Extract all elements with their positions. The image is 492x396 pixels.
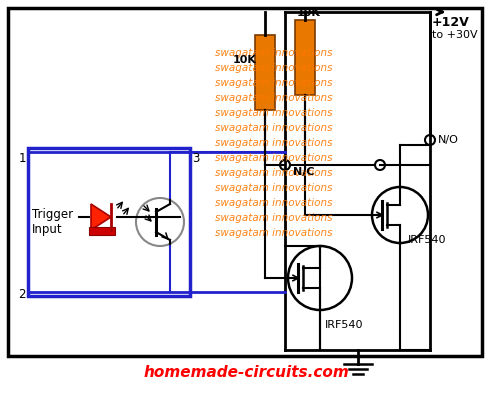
- Circle shape: [375, 160, 385, 170]
- Bar: [295, 20, 315, 95]
- Text: IRF540: IRF540: [408, 235, 447, 245]
- Text: swagatam innovations: swagatam innovations: [215, 123, 333, 133]
- Bar: [255, 35, 275, 110]
- Text: swagatam innovations: swagatam innovations: [215, 183, 333, 193]
- Text: swagatam innovations: swagatam innovations: [215, 198, 333, 208]
- Polygon shape: [91, 204, 111, 230]
- Text: Trigger
Input: Trigger Input: [32, 208, 73, 236]
- Text: +12V: +12V: [432, 16, 470, 29]
- Text: 3: 3: [192, 152, 199, 165]
- Text: N/C: N/C: [293, 167, 314, 177]
- Text: swagatam innovations: swagatam innovations: [215, 228, 333, 238]
- Text: swagatam innovations: swagatam innovations: [215, 48, 333, 58]
- Text: 2: 2: [19, 288, 26, 301]
- Text: to +30V: to +30V: [432, 30, 478, 40]
- Text: swagatam innovations: swagatam innovations: [215, 93, 333, 103]
- Text: swagatam innovations: swagatam innovations: [215, 138, 333, 148]
- Bar: [8, 8, 482, 356]
- Text: homemade-circuits.com: homemade-circuits.com: [143, 365, 349, 380]
- Bar: [89, 227, 115, 235]
- Text: IRF540: IRF540: [325, 320, 364, 330]
- Text: swagatam innovations: swagatam innovations: [215, 213, 333, 223]
- Text: 10K: 10K: [297, 8, 321, 18]
- Bar: [28, 148, 190, 296]
- Circle shape: [280, 160, 290, 170]
- Text: swagatam innovations: swagatam innovations: [215, 108, 333, 118]
- Text: swagatam innovations: swagatam innovations: [215, 153, 333, 163]
- Text: N/O: N/O: [438, 135, 459, 145]
- Text: swagatam innovations: swagatam innovations: [215, 168, 333, 178]
- Text: swagatam innovations: swagatam innovations: [215, 78, 333, 88]
- Circle shape: [425, 135, 435, 145]
- Text: 1: 1: [19, 152, 26, 165]
- Text: swagatam innovations: swagatam innovations: [215, 63, 333, 73]
- Text: 10K: 10K: [233, 55, 257, 65]
